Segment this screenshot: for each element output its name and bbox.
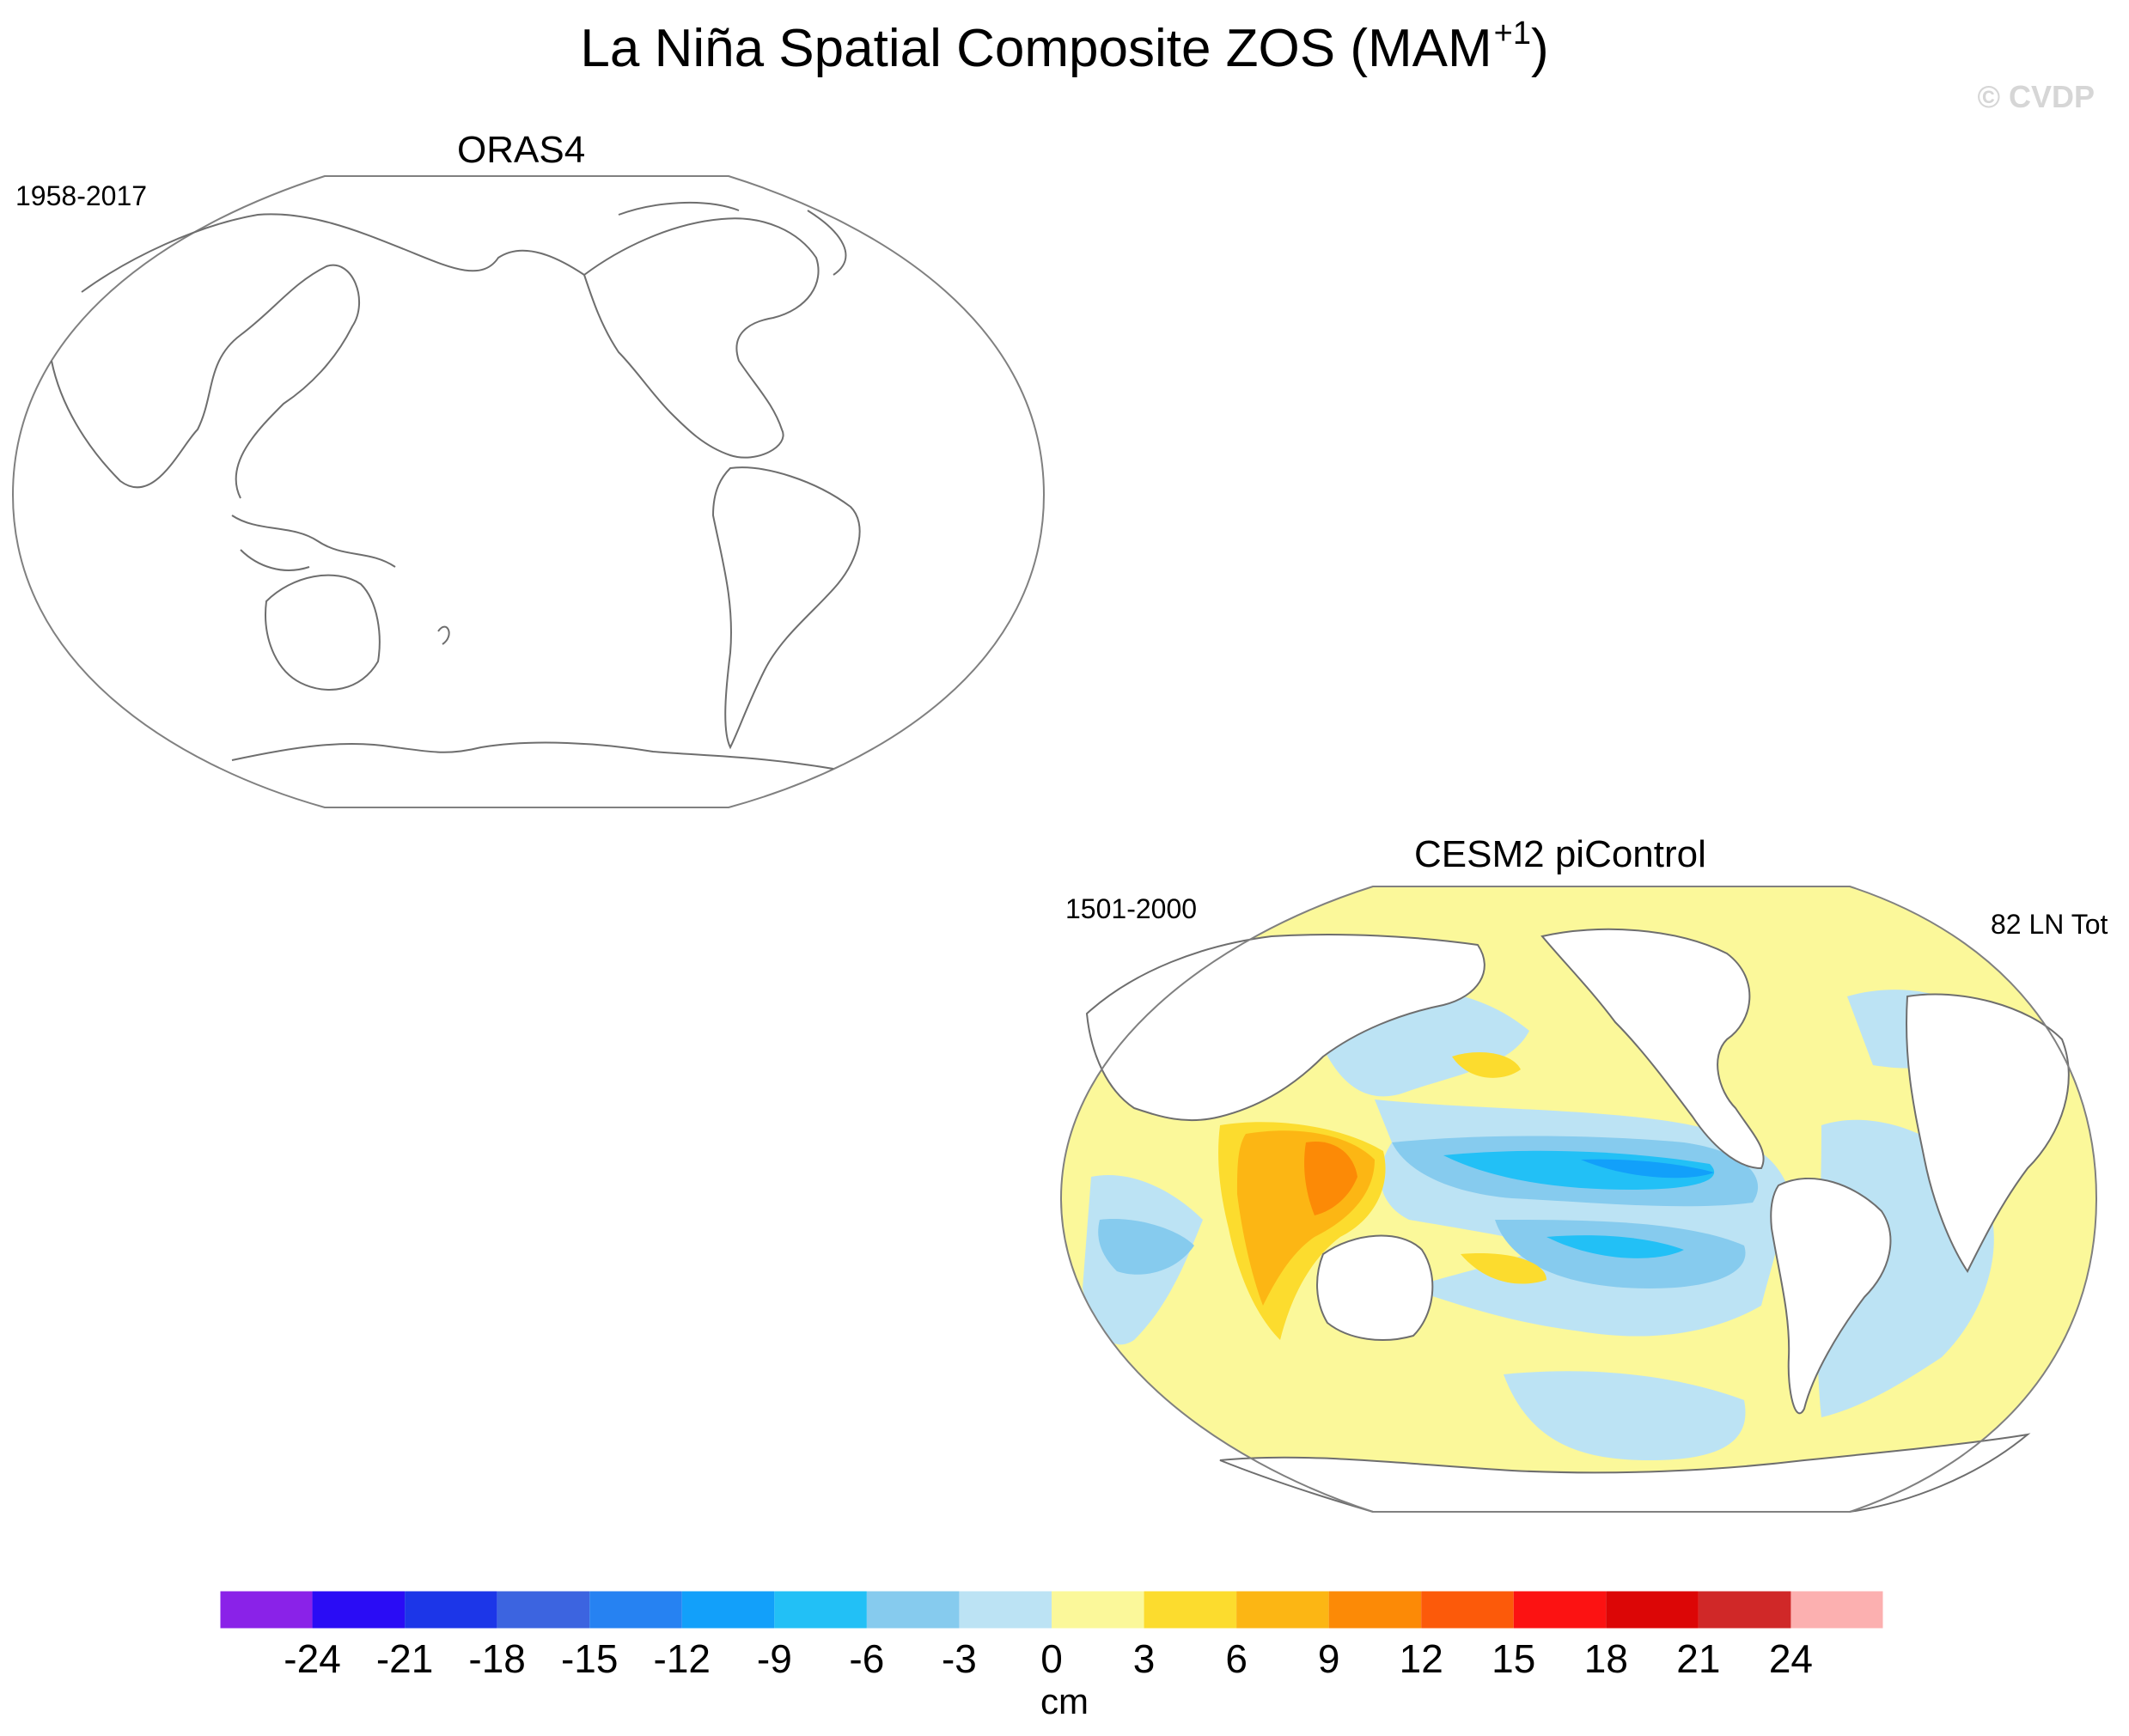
colorbar [219, 1590, 1884, 1629]
south-america-land-cesm2 [1770, 1178, 1892, 1415]
antarctica-outline-oras4 [231, 741, 834, 770]
colorbar-tick-label: 0 [1040, 1636, 1063, 1681]
colorbar-frame [219, 1590, 1884, 1629]
colorbar-swatch [1790, 1591, 1883, 1629]
colorbar-swatch [312, 1591, 406, 1629]
colorbar-swatch [1421, 1591, 1514, 1629]
colorbar-tick-label: 12 [1399, 1636, 1443, 1681]
panel-years-cesm2: 1501-2000 [1065, 893, 1198, 924]
colorbar-tick-label: 18 [1583, 1636, 1628, 1681]
colorbar-swatch [959, 1591, 1052, 1629]
colorbar-swatch [1606, 1591, 1699, 1629]
map-outline-cesm2 [1059, 886, 2098, 1513]
panel-title-oras4: ORAS4 [457, 129, 586, 171]
colorbar-swatch [774, 1591, 867, 1629]
contour-neg-9-6 [1443, 1150, 1715, 1258]
south-america-outline-oras4 [711, 466, 861, 750]
colorbar-swatch [405, 1591, 497, 1629]
australia-land-cesm2 [1316, 1234, 1434, 1341]
map-panel-cesm2 [1059, 886, 2098, 1513]
copyright-watermark: © CVDP [1977, 79, 2095, 114]
australia-outline-oras4 [265, 574, 381, 691]
colorbar-tick-label: 15 [1492, 1636, 1536, 1681]
colorbar-swatch [1698, 1591, 1791, 1629]
colorbar-swatch [220, 1591, 313, 1629]
title-superscript: +1 [1493, 15, 1531, 52]
colorbar-swatch [1236, 1591, 1329, 1629]
africa-land-cesm2 [1906, 993, 2070, 1273]
colorbar-tick-label: -24 [284, 1636, 341, 1681]
colorbar-tick-label: 3 [1132, 1636, 1156, 1681]
colorbar-swatch [1052, 1591, 1144, 1629]
land-cesm2 [1085, 928, 2070, 1513]
colorbar-tick-label: 21 [1676, 1636, 1721, 1681]
colorbar-swatch [589, 1591, 682, 1629]
contour-pos-9-12 [1304, 1142, 1357, 1215]
colorbar-units: cm [1040, 1681, 1089, 1721]
colorbar-swatch [866, 1591, 960, 1629]
colorbar-swatch [1328, 1591, 1422, 1629]
panel-years-oras4: 1958-2017 [15, 180, 148, 211]
colorbar-tick-label: 24 [1768, 1636, 1814, 1681]
map-outline-oras4 [11, 175, 1046, 808]
colorbar-tick-label: -15 [560, 1636, 619, 1681]
colorbar-tick-label: -6 [849, 1636, 885, 1681]
contour-neg-12-9 [1581, 1159, 1714, 1179]
chart-title: La Niña Spatial Composite ZOS (MAM+1) [580, 15, 1549, 78]
colorbar-tick-label: 9 [1317, 1636, 1340, 1681]
colorbar-swatch [681, 1591, 775, 1629]
colorbar-tick-label: -18 [468, 1636, 526, 1681]
panel-event-count: 82 LN Tot [1991, 909, 2108, 940]
colorbar-tick-label: -12 [653, 1636, 711, 1681]
colorbar-swatch [497, 1591, 590, 1629]
north-america-land-cesm2 [1540, 928, 1765, 1170]
colorbar-tick-label: -9 [756, 1636, 792, 1681]
map-panel-oras4 [11, 175, 1046, 808]
colorbar-swatch [1144, 1591, 1237, 1629]
colorbar-tick-label: 6 [1225, 1636, 1248, 1681]
colorbar-tick-label: -21 [375, 1636, 434, 1681]
colorbar-tick-label: -3 [941, 1636, 977, 1681]
panel-title-cesm2: CESM2 piControl [1414, 833, 1706, 875]
coastlines-oras4 [51, 201, 861, 770]
colorbar-swatch [1513, 1591, 1607, 1629]
